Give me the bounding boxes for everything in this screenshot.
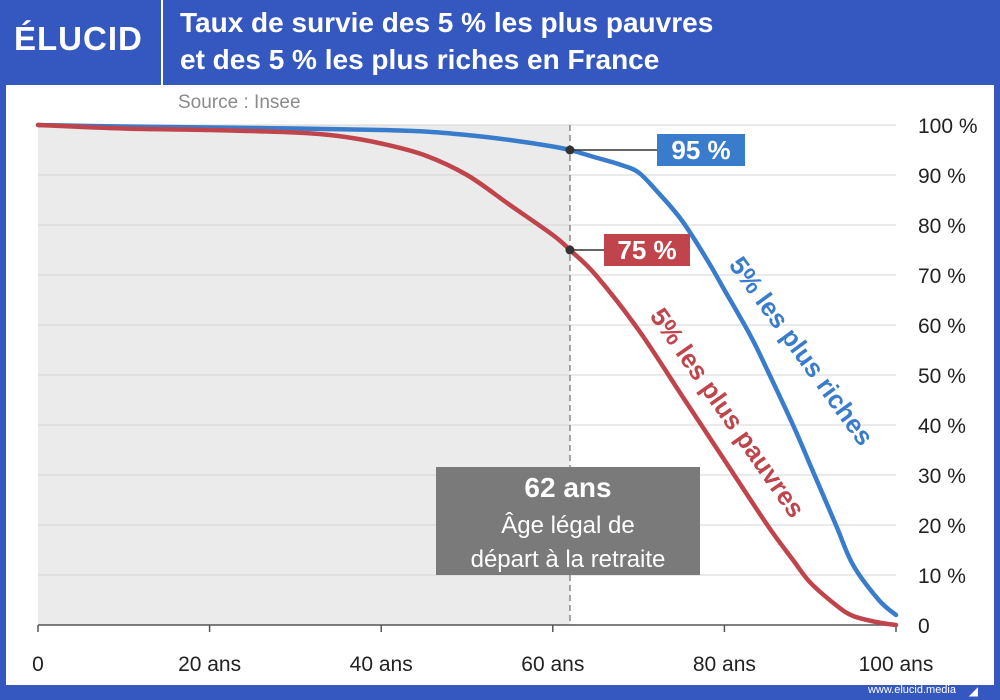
- chart-source: Source : Insee: [178, 92, 301, 113]
- annotation-line-2: départ à la retraite: [471, 546, 666, 573]
- callout-point-marker: [565, 145, 575, 155]
- elucid-logo: ÉLUCID: [14, 20, 143, 57]
- callout-value-box: [657, 134, 745, 166]
- x-tick-label: 20 ans: [178, 653, 241, 676]
- y-tick-label: 70 %: [918, 265, 966, 288]
- callout-value-label: 75 %: [617, 235, 676, 265]
- chart-card: Source : Insee 0 10 % 20 % 30 % 40 % 50 % 60 %…: [6, 85, 994, 685]
- chart-title-line-2: et des 5 % les plus riches en France: [180, 44, 660, 75]
- x-tick-label: 80 ans: [693, 653, 756, 676]
- y-tick-label: 40 %: [918, 415, 966, 438]
- chart-title-line-1: Taux de survie des 5 % les plus pauvres: [180, 7, 714, 38]
- callout-point-marker: [565, 245, 575, 255]
- x-tick-label: 100 ans: [859, 653, 934, 676]
- y-tick-label: 90 %: [918, 165, 966, 188]
- x-tick-label: 40 ans: [350, 653, 413, 676]
- survival-chart: Source : Insee 0 10 % 20 % 30 % 40 % 50 % 60 %…: [32, 92, 978, 676]
- header-bar: ÉLUCID Taux de survie des 5 % les plus p…: [0, 0, 1000, 85]
- annotation-title: 62 ans: [524, 472, 611, 503]
- poor-survival-line: [35, 122, 899, 628]
- rich-survival-line: [35, 122, 899, 618]
- x-tick-label: 60 ans: [521, 653, 584, 676]
- annotation-line-1: Âge légal de: [501, 512, 634, 539]
- callout-value-box: [604, 234, 690, 266]
- footer-flag-icon: ◢: [968, 684, 978, 698]
- y-tick-label: 50 %: [918, 365, 966, 388]
- y-tick-label: 10 %: [918, 565, 966, 588]
- y-tick-label: 60 %: [918, 315, 966, 338]
- y-tick-label: 100 %: [918, 115, 978, 138]
- y-tick-label: 80 %: [918, 215, 966, 238]
- y-tick-label: 0: [918, 615, 930, 638]
- retirement-annotation-box: [436, 467, 700, 575]
- y-tick-label: 30 %: [918, 465, 966, 488]
- x-tick-label: 0: [32, 653, 44, 676]
- header-divider: [161, 0, 163, 85]
- callout-value-label: 95 %: [671, 135, 730, 165]
- footer-url: www.elucid.media: [867, 684, 956, 696]
- y-tick-label: 20 %: [918, 515, 966, 538]
